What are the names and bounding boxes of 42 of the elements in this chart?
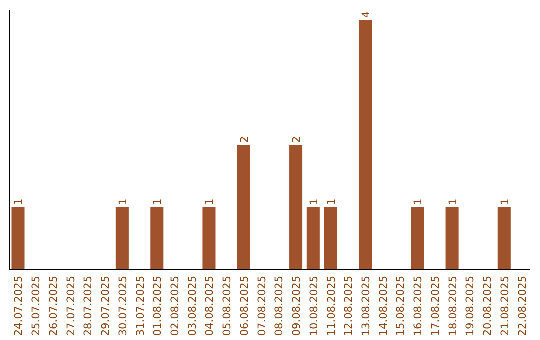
x-tick-label: 30.07.2025 bbox=[117, 276, 130, 336]
x-tick-label: 06.08.2025 bbox=[238, 276, 251, 336]
x-tick-label: 19.08.2025 bbox=[464, 276, 477, 336]
x-tick-label: 13.08.2025 bbox=[360, 276, 372, 336]
data-label: 1 bbox=[117, 198, 130, 206]
x-tick-label: 08.08.2025 bbox=[274, 276, 286, 336]
x-tick-label: 28.07.2025 bbox=[82, 276, 95, 336]
x-tick-label: 24.07.2025 bbox=[13, 276, 26, 336]
data-label: 1 bbox=[326, 198, 338, 206]
x-tick-label: 29.07.2025 bbox=[100, 276, 112, 336]
x-tick-label: 31.07.2025 bbox=[134, 276, 147, 336]
x-tick-label: 15.08.2025 bbox=[395, 276, 408, 336]
x-tick-label: 03.08.2025 bbox=[186, 276, 199, 336]
x-tick-label: 16.08.2025 bbox=[412, 276, 425, 336]
x-tick-label: 02.08.2025 bbox=[170, 276, 182, 336]
x-tick-label: 04.08.2025 bbox=[204, 276, 216, 336]
x-tick-label: 22.08.2025 bbox=[516, 276, 529, 336]
data-label: 1 bbox=[499, 198, 512, 206]
data-label: 1 bbox=[308, 198, 320, 206]
data-label: 1 bbox=[447, 198, 460, 206]
x-tick-label: 05.08.2025 bbox=[222, 276, 234, 336]
x-tick-label: 20.08.2025 bbox=[482, 276, 494, 336]
x-tick-label: 21.08.2025 bbox=[499, 276, 512, 336]
x-tick-label: 18.08.2025 bbox=[447, 276, 460, 336]
x-tick-label: 14.08.2025 bbox=[378, 276, 390, 336]
data-label: 1 bbox=[412, 198, 425, 206]
x-tick-label: 27.07.2025 bbox=[65, 276, 78, 336]
x-tick-label: 17.08.2025 bbox=[430, 276, 442, 336]
data-label: 1 bbox=[13, 198, 26, 206]
data-label: 2 bbox=[291, 136, 304, 143]
x-tick-label: 10.08.2025 bbox=[308, 276, 320, 336]
x-tick-label: 11.08.2025 bbox=[326, 276, 338, 336]
x-tick-label: 09.08.2025 bbox=[291, 276, 304, 336]
data-label: 1 bbox=[204, 198, 216, 206]
x-tick-label: 01.08.2025 bbox=[152, 276, 164, 336]
data-label: 1 bbox=[152, 198, 164, 206]
x-tick-label: 07.08.2025 bbox=[256, 276, 268, 336]
data-label: 2 bbox=[238, 136, 251, 143]
data-label: 4 bbox=[360, 11, 372, 18]
x-tick-label: 25.07.2025 bbox=[30, 276, 43, 336]
x-tick-label: 26.07.2025 bbox=[48, 276, 60, 336]
x-tick-label: 12.08.2025 bbox=[343, 276, 356, 336]
